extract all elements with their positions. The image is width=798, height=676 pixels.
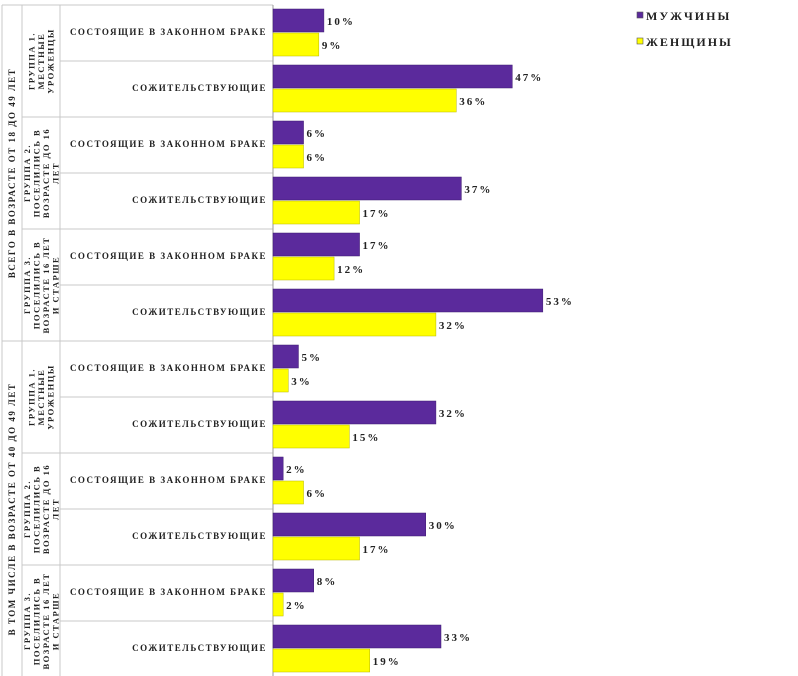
category-label: СОСТОЯЩИЕ В ЗАКОННОМ БРАКЕ [70,251,267,261]
bars: 10% 9% 47% 36% 6% 6% 37% 17% 17% 12% 53% 32% 5% 3% 32%… [272,8,574,673]
group-label-line: ПОСЕЛИЛИСЬ В [31,241,41,329]
category-label: СОСТОЯЩИЕ В ЗАКОННОМ БРАКЕ [70,27,267,37]
data-label-men: 53% [546,296,574,308]
group-label-line: ВОЗРАСТЕ ДО 16 [41,464,51,554]
data-label-men: 5% [301,352,322,364]
bar-men [272,344,299,369]
category-label: СОЖИТЕЛЬСТВУЮЩИЕ [132,307,267,317]
category-label: СОСТОЯЩИЕ В ЗАКОННОМ БРАКЕ [70,587,267,597]
category-label: СОЖИТЕЛЬСТВУЮЩИЕ [132,83,267,93]
category-label: СОЖИТЕЛЬСТВУЮЩИЕ [132,643,267,653]
group-label-line: ГРУППА 1. [27,368,37,426]
chart-frame [1,4,274,676]
group-label-line: И СТАРШЕ [50,592,60,650]
group-label-line: МЕСТНЫЕ [36,369,46,426]
group-label-line: ГРУППА 2. [22,480,32,538]
group-label-line: ГРУППА 2. [22,144,32,202]
bar-women [272,312,437,337]
category-label: СОСТОЯЩИЕ В ЗАКОННОМ БРАКЕ [70,139,267,149]
bar-men [272,232,360,257]
category-label: СОЖИТЕЛЬСТВУЮЩИЕ [132,195,267,205]
data-label-women: 17% [363,208,391,220]
bar-women [272,88,457,113]
bar-women [272,592,284,617]
axis-labels: ВСЕГО В ВОЗРАСТЕ ОТ 18 ДО 49 ЛЕТ ГРУППА 1… [7,27,267,670]
bar-women [272,368,289,393]
data-label-men: 37% [464,184,492,196]
bar-men [272,64,513,89]
bar-women [272,144,304,169]
group-label-line: ПОСЕЛИЛИСЬ В [31,577,41,665]
outer-group-label: ВСЕГО В ВОЗРАСТЕ ОТ 18 ДО 49 ЛЕТ [7,68,17,278]
data-label-men: 8% [317,576,338,588]
data-label-women: 32% [439,320,467,332]
legend: МУЖЧИНЫ ЖЕНЩИНЫ [636,9,733,49]
bar-women [272,648,370,673]
category-label: СОЖИТЕЛЬСТВУЮЩИЕ [132,531,267,541]
outer-group-label: В ТОМ ЧИСЛЕ В ВОЗРАСТЕ ОТ 40 ДО 49 ЛЕТ [7,383,17,636]
bar-men [272,8,325,33]
bar-women [272,536,360,561]
bar-men [272,288,544,313]
data-label-women: 36% [459,96,487,108]
bar-women [272,424,350,449]
data-label-women: 6% [307,152,328,164]
data-label-women: 3% [291,376,312,388]
group-label-line: ПОСЕЛИЛИСЬ В [31,129,41,217]
group-label-line: ЛЕТ [50,498,60,520]
legend-label-women: ЖЕНЩИНЫ [646,35,733,49]
group-label-line: ПОСЕЛИЛИСЬ В [31,465,41,553]
category-label: СОСТОЯЩИЕ В ЗАКОННОМ БРАКЕ [70,363,267,373]
group-label-line: И СТАРШЕ [50,256,60,314]
group-label-line: МЕСТНЫЕ [36,33,46,90]
bar-men [272,456,284,481]
bar-women [272,256,335,281]
group-label-line: ВОЗРАСТЕ 16 ЛЕТ [41,237,51,334]
group-label-line: УРОЖЕНЦЫ [46,28,56,93]
bar-women [272,32,320,57]
data-label-men: 6% [307,128,328,140]
group-label-line: ГРУППА 1. [27,32,37,90]
data-label-women: 2% [286,600,307,612]
group-label-line: УРОЖЕНЦЫ [46,364,56,429]
data-label-men: 30% [429,520,457,532]
data-label-women: 15% [352,432,380,444]
legend-label-men: МУЖЧИНЫ [646,9,731,23]
data-label-men: 2% [286,464,307,476]
data-label-men: 47% [515,72,543,84]
data-label-women: 12% [337,264,365,276]
bar-men [272,400,437,425]
group-label-line: ВОЗРАСТЕ 16 ЛЕТ [41,573,51,670]
group-label-line: ЛЕТ [50,162,60,184]
category-label: СОСТОЯЩИЕ В ЗАКОННОМ БРАКЕ [70,475,267,485]
data-label-men: 10% [327,16,355,28]
bar-men [272,120,304,145]
data-label-women: 19% [373,656,401,668]
group-label-line: ГРУППА 3. [22,256,32,314]
bar-men [272,176,462,201]
data-label-men: 17% [363,240,391,252]
legend-key-women [636,37,644,45]
bar-women [272,480,304,505]
data-label-men: 32% [439,408,467,420]
category-label: СОЖИТЕЛЬСТВУЮЩИЕ [132,419,267,429]
data-label-women: 6% [307,488,328,500]
data-label-men: 33% [444,632,472,644]
bar-men [272,624,442,649]
data-label-women: 17% [363,544,391,556]
bar-men [272,568,314,593]
bar-men [272,512,426,537]
group-label-line: ВОЗРАСТЕ ДО 16 [41,128,51,218]
group-label-line: ГРУППА 3. [22,592,32,650]
data-label-women: 9% [322,40,343,52]
legend-key-men [636,11,644,19]
bar-women [272,200,360,225]
